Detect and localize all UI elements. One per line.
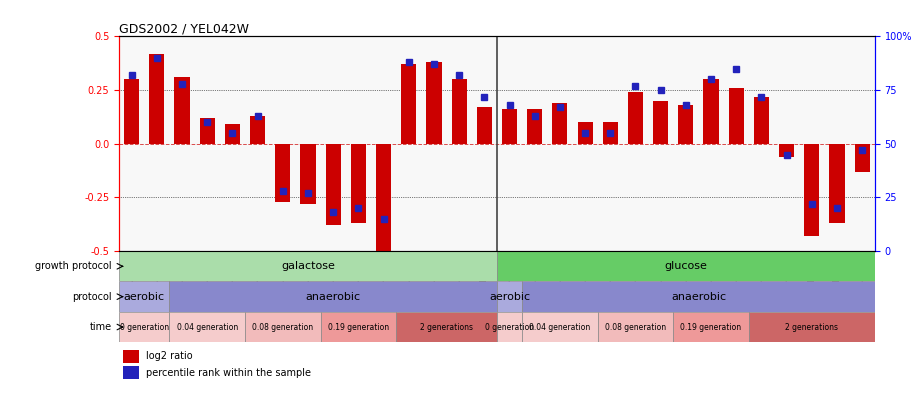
Text: 0.04 generation: 0.04 generation: [529, 322, 591, 332]
Text: protocol: protocol: [71, 292, 112, 302]
Text: 0.04 generation: 0.04 generation: [177, 322, 238, 332]
Text: time: time: [90, 322, 112, 332]
Text: 0 generation: 0 generation: [485, 322, 534, 332]
Bar: [678, 105, 693, 144]
Bar: [754, 96, 769, 144]
Bar: [627, 92, 643, 144]
Text: GDS2002 / YEL042W: GDS2002 / YEL042W: [119, 22, 249, 35]
Bar: [728, 88, 744, 144]
Bar: [124, 79, 139, 144]
Bar: [522, 281, 875, 312]
Bar: [200, 118, 214, 144]
Text: 2 generations: 2 generations: [420, 322, 473, 332]
Text: galactose: galactose: [281, 261, 335, 271]
Bar: [597, 312, 673, 342]
Bar: [300, 144, 315, 204]
Bar: [169, 312, 245, 342]
Text: 2 generations: 2 generations: [785, 322, 838, 332]
Bar: [653, 101, 668, 144]
Bar: [149, 53, 165, 144]
Bar: [245, 312, 321, 342]
Bar: [749, 312, 875, 342]
Bar: [496, 281, 522, 312]
Bar: [396, 312, 496, 342]
Bar: [452, 79, 466, 144]
Text: glucose: glucose: [664, 261, 707, 271]
Bar: [351, 144, 365, 223]
Bar: [577, 122, 593, 144]
Text: 0.08 generation: 0.08 generation: [605, 322, 666, 332]
Text: anaerobic: anaerobic: [306, 292, 361, 302]
Bar: [496, 251, 875, 281]
Text: percentile rank within the sample: percentile rank within the sample: [146, 368, 311, 378]
Bar: [603, 122, 617, 144]
Bar: [552, 103, 567, 144]
Bar: [169, 281, 496, 312]
Bar: [325, 144, 341, 225]
Text: anaerobic: anaerobic: [671, 292, 726, 302]
Bar: [119, 251, 496, 281]
Bar: [522, 312, 598, 342]
Bar: [476, 107, 492, 144]
Text: aerobic: aerobic: [124, 292, 165, 302]
Bar: [376, 144, 391, 251]
Text: growth protocol: growth protocol: [35, 261, 112, 271]
Bar: [224, 124, 240, 144]
Text: 0.19 generation: 0.19 generation: [328, 322, 389, 332]
Bar: [703, 79, 718, 144]
Text: aerobic: aerobic: [489, 292, 530, 302]
Bar: [119, 312, 169, 342]
Bar: [527, 109, 542, 144]
Text: log2 ratio: log2 ratio: [146, 352, 192, 362]
Text: 0.08 generation: 0.08 generation: [252, 322, 313, 332]
Bar: [829, 144, 845, 223]
Bar: [119, 281, 169, 312]
Bar: [502, 109, 517, 144]
Bar: [804, 144, 819, 236]
Bar: [174, 77, 190, 144]
Bar: [426, 62, 442, 144]
Bar: [123, 367, 139, 379]
Text: 0 generation: 0 generation: [120, 322, 169, 332]
Bar: [673, 312, 748, 342]
Bar: [855, 144, 869, 172]
Bar: [123, 350, 139, 363]
Bar: [496, 312, 522, 342]
Text: 0.19 generation: 0.19 generation: [681, 322, 742, 332]
Bar: [321, 312, 396, 342]
Bar: [250, 116, 265, 144]
Bar: [779, 144, 794, 157]
Bar: [275, 144, 290, 202]
Bar: [401, 64, 416, 144]
